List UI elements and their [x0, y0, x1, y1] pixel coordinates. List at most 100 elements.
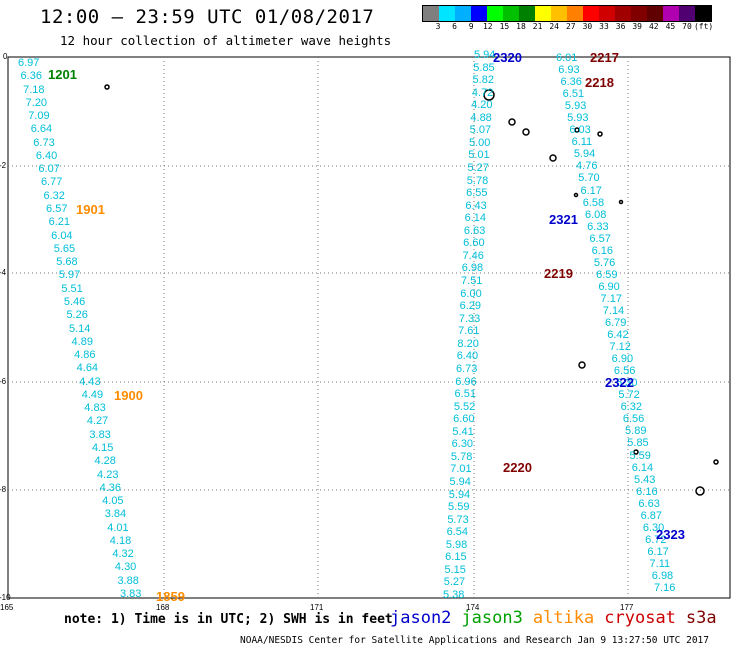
- color-scale-label: 33: [599, 22, 609, 31]
- color-scale-labels: 3 6 9 12 15 18 21 24 27 30 33 36 39 42 45 70 (ft): [422, 22, 740, 34]
- wave-height-label: 4.89: [71, 335, 93, 348]
- wave-height-label: 5.26: [66, 309, 88, 322]
- y-tick-label: -6: [0, 377, 7, 386]
- wave-height-label: 7.14: [602, 304, 625, 317]
- wave-height-label: 6.17: [647, 545, 669, 558]
- wave-height-label: 6.11: [571, 136, 593, 149]
- wave-height-label: 5.85: [627, 437, 649, 450]
- pass-id-label: 2323: [656, 527, 685, 542]
- color-scale-label: 42: [648, 22, 659, 31]
- wave-height-label: 6.15: [445, 551, 467, 564]
- color-scale-label: 45: [665, 22, 676, 31]
- island-outline: [633, 449, 639, 455]
- wave-height-label: 5.93: [567, 112, 589, 125]
- wave-height-label: 4.64: [76, 362, 99, 375]
- wave-height-label: 6.40: [456, 350, 479, 363]
- legend-item-cryosat: cryosat: [604, 608, 676, 628]
- color-swatch: [631, 6, 647, 21]
- wave-height-label: 6.17: [580, 184, 602, 197]
- wave-height-label: 6.56: [613, 365, 636, 378]
- wave-height-label: 5.72: [618, 389, 640, 402]
- wave-height-label: 6.64: [30, 123, 53, 136]
- y-tick-label: 0: [3, 52, 8, 61]
- island-outline: [618, 199, 624, 205]
- wave-height-label: 6.90: [598, 280, 620, 293]
- wave-height-label: 5.65: [53, 242, 76, 255]
- island-outline: [483, 89, 495, 101]
- wave-height-label: 5.97: [58, 269, 81, 282]
- wave-height-label: 5.51: [61, 282, 83, 295]
- y-tick-label: -8: [0, 485, 7, 494]
- wave-height-label: 4.83: [84, 402, 106, 415]
- pass-id-label: 1901: [76, 202, 105, 217]
- wave-height-label: 6.90: [611, 353, 634, 366]
- wave-height-label: 5.15: [444, 563, 466, 576]
- wave-height-label: 5.94: [448, 488, 471, 501]
- wave-height-label: 4.01: [107, 521, 129, 534]
- wave-height-label: 6.87: [640, 509, 663, 522]
- wave-height-label: 7.01: [450, 463, 472, 476]
- wave-height-label: 7.09: [28, 110, 50, 123]
- island-outline: [713, 459, 719, 465]
- pass-id-label: 1201: [48, 67, 77, 82]
- x-tick-label: 168: [156, 603, 170, 612]
- wave-height-label: 7.17: [600, 292, 622, 305]
- wave-height-label: 5.46: [63, 295, 86, 308]
- wave-height-label: 5.41: [452, 425, 474, 438]
- color-scale-label: 21: [532, 22, 543, 31]
- wave-height-label: 4.30: [114, 561, 137, 574]
- wave-height-label: 6.57: [589, 232, 611, 245]
- wave-height-label: 5.59: [629, 449, 651, 462]
- wave-height-label: 4.23: [97, 468, 119, 481]
- color-swatch: [551, 6, 567, 21]
- island-outline: [597, 131, 603, 137]
- wave-height-label: 6.36: [20, 70, 42, 83]
- wave-height-label: 6.96: [455, 375, 477, 388]
- wave-height-label: 6.16: [636, 485, 658, 498]
- wave-height-label: 5.89: [625, 425, 647, 438]
- wave-height-label: 3.88: [117, 574, 139, 587]
- wave-height-label: 6.16: [591, 244, 614, 257]
- wave-height-label: 6.00: [460, 287, 482, 300]
- island-outline: [573, 192, 579, 198]
- wave-height-label: 6.32: [43, 189, 65, 202]
- wave-height-label: 5.27: [467, 162, 489, 175]
- wave-height-label: 5.27: [443, 576, 466, 589]
- wave-height-label: 6.93: [558, 64, 580, 77]
- wave-height-label: 5.78: [450, 450, 473, 463]
- color-swatch: [583, 6, 599, 21]
- wave-height-label: 7.46: [462, 249, 484, 262]
- island-outline: [695, 486, 705, 496]
- wave-height-label: 6.14: [464, 212, 487, 225]
- x-tick-label: 171: [310, 603, 324, 612]
- wave-height-label: 4.27: [86, 415, 109, 428]
- wave-height-label: 5.00: [468, 136, 491, 149]
- legend-item-jason3: jason3: [461, 608, 523, 628]
- wave-height-label: 6.59: [596, 268, 618, 281]
- wave-height-label: 4.05: [102, 495, 124, 508]
- wave-height-label: 6.07: [38, 163, 60, 176]
- legend-item-altika: altika: [532, 608, 595, 628]
- wave-height-label: 5.59: [448, 501, 470, 514]
- wave-height-label: 6.21: [48, 216, 71, 229]
- wave-height-label: 6.43: [465, 199, 487, 212]
- wave-height-label: 5.52: [453, 400, 476, 413]
- wave-height-label: 6.55: [466, 187, 488, 200]
- wave-height-label: 4.36: [99, 481, 122, 494]
- wave-height-label: 6.98: [461, 262, 484, 275]
- y-tick-label: -10: [0, 593, 11, 602]
- color-swatch: [615, 6, 631, 21]
- wave-height-label: 4.49: [81, 388, 104, 401]
- wave-height-label: 4.15: [91, 441, 114, 454]
- wave-height-label: 7.18: [23, 83, 45, 96]
- wave-height-label: 7.16: [654, 582, 676, 594]
- color-swatch: [535, 6, 551, 21]
- island-outline: [549, 154, 557, 162]
- pass-id-label: 2322: [605, 375, 634, 390]
- wave-height-label: 5.82: [472, 74, 494, 87]
- wave-height-label: 6.98: [651, 569, 674, 582]
- wave-height-label: 5.38: [443, 589, 465, 601]
- color-swatch: [663, 6, 679, 21]
- color-swatch: [471, 6, 487, 21]
